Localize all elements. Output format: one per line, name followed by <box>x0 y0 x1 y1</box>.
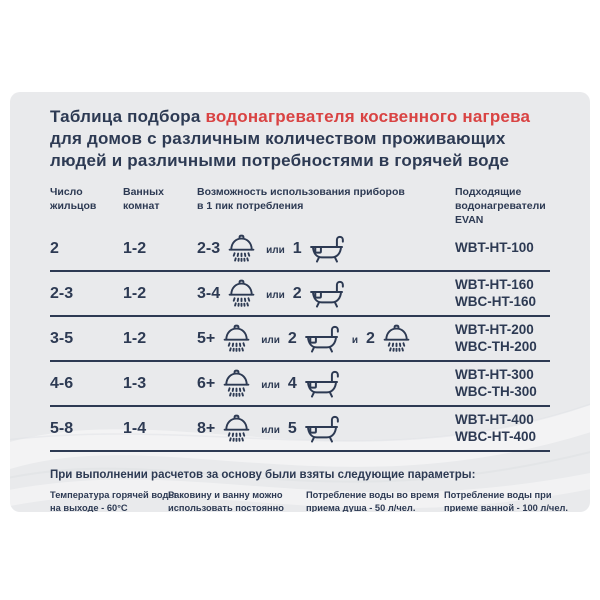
residents-value: 5-8 <box>50 419 74 437</box>
table-row: 2 1-2 2-3 или 1 WBT-HT-100 <box>50 227 550 273</box>
bath-count: 1 <box>292 239 302 257</box>
parameter-item: Потребление воды при приеме ванной - 100… <box>444 489 568 512</box>
bathtub-icon <box>302 413 344 446</box>
or-label: или <box>266 245 285 257</box>
parameter-line: Потребление воды при <box>444 490 552 501</box>
shower-count: 6+ <box>197 374 216 392</box>
residents-value: 2 <box>50 239 59 257</box>
header-line: жильцов <box>50 199 97 212</box>
bathrooms-value: 1-3 <box>123 374 147 392</box>
models: WBT-HT-300 WBC-TH-300 <box>455 367 550 401</box>
header-line: Подходящие <box>455 186 522 199</box>
bathrooms-value: 1-2 <box>123 239 147 257</box>
models: WBT-HT-200 WBC-TH-200 <box>455 322 550 356</box>
model-name: WBC-TH-300 <box>455 383 537 399</box>
model-name: WBT-HT-300 <box>455 366 534 382</box>
title-line3: людей и различными потребностями в горяч… <box>50 150 510 170</box>
header-line: комнат <box>123 199 160 212</box>
peak-usage: 3-4 или 2 <box>197 276 455 311</box>
parameter-line: Потребление воды во время <box>306 490 440 501</box>
model-name: WBT-HT-160 <box>455 276 534 292</box>
title-line2: для домов с различным количеством прожив… <box>50 128 506 148</box>
model-name: WBT-HT-100 <box>455 240 534 256</box>
bathrooms-value: 1-2 <box>123 284 147 302</box>
table-row: 4-6 1-3 6+ или 4 WBT-HT-300 WBC-TH-300 <box>50 362 550 408</box>
peak-usage: 5+ или 2 и 2 <box>197 321 455 356</box>
header-line: водонагреватели <box>455 199 546 212</box>
bath-count: 2 <box>292 284 302 302</box>
bathtub-icon <box>302 368 344 401</box>
parameter-item: Потребление воды во время приема душа - … <box>306 489 442 512</box>
model-name: WBT-HT-400 <box>455 411 534 427</box>
and-label: и <box>351 335 358 347</box>
peak-usage: 8+ или 5 <box>197 411 455 446</box>
shower-icon <box>225 277 258 310</box>
shower-icon <box>225 232 258 265</box>
table-row: 3-5 1-2 5+ или 2 и 2 WBT-HT-200 WBC-TH-2… <box>50 317 550 363</box>
bathtub-icon <box>307 233 349 266</box>
shower-icon <box>220 322 253 355</box>
header-line: Возможность использования приборов <box>197 186 405 199</box>
shower-count: 8+ <box>197 419 216 437</box>
table-row: 2-3 1-2 3-4 или 2 WBT-HT-160 WBC-HT-160 <box>50 272 550 318</box>
bath-count: 4 <box>287 374 297 392</box>
peak-usage: 6+ или 4 <box>197 366 455 401</box>
shower-icon <box>220 412 253 445</box>
peak-usage: 2-3 или 1 <box>197 231 455 266</box>
shower-icon <box>380 322 413 355</box>
parameter-item: Температура горячей воды на выходе - 60°… <box>50 489 177 512</box>
shower-count: 2-3 <box>197 239 221 257</box>
models: WBT-HT-160 WBC-HT-160 <box>455 277 550 311</box>
shower-count: 5+ <box>197 329 216 347</box>
header-line: Число <box>50 186 83 199</box>
shower-count: 3-4 <box>197 284 221 302</box>
model-name: WBC-TH-200 <box>455 338 537 354</box>
table-row: 5-8 1-4 8+ или 5 WBT-HT-400 WBC-HT-400 <box>50 407 550 453</box>
bathrooms-value: 1-4 <box>123 419 147 437</box>
residents-value: 3-5 <box>50 329 74 347</box>
models: WBT-HT-400 WBC-HT-400 <box>455 412 550 446</box>
or-label: или <box>261 380 280 392</box>
bathtub-icon <box>307 278 349 311</box>
parameter-item: Раковину и ванну можно использовать пост… <box>168 489 304 512</box>
models: WBT-HT-100 <box>455 240 550 257</box>
bathtub-icon <box>302 323 344 356</box>
title-text: Таблица подбора <box>50 107 206 126</box>
title-accent: водонагревателя косвенного нагрева <box>205 107 531 126</box>
parameter-line: приеме ванной - 100 л/чел. <box>444 502 568 512</box>
shower-count: 2 <box>365 329 375 347</box>
header-line: EVAN <box>455 213 484 226</box>
parameter-line: Температура горячей воды <box>50 490 177 501</box>
footer-heading: При выполнении расчетов за основу были в… <box>50 469 476 482</box>
or-label: или <box>261 335 280 347</box>
table-header-row: Число жильцов Ванных комнат Возможность … <box>50 186 550 227</box>
model-name: WBC-HT-160 <box>455 293 537 309</box>
header-line: Ванных <box>123 186 164 199</box>
parameter-line: на выходе - 60°С <box>50 502 128 512</box>
parameter-line: Раковину и ванну можно <box>168 490 283 501</box>
footer-parameters: Температура горячей воды на выходе - 60°… <box>50 489 568 512</box>
shower-icon <box>220 367 253 400</box>
page-title: Таблица подбора водонагревателя косвенно… <box>50 106 550 171</box>
or-label: или <box>261 425 280 437</box>
table-header-models: Подходящие водонагреватели EVAN <box>455 186 550 227</box>
table-header-peak-usage: Возможность использования приборов в 1 п… <box>197 186 455 213</box>
or-label: или <box>266 290 285 302</box>
model-name: WBT-HT-200 <box>455 321 534 337</box>
bath-count: 5 <box>287 419 297 437</box>
model-name: WBC-HT-400 <box>455 428 537 444</box>
selection-table-card: Таблица подбора водонагревателя косвенно… <box>10 92 590 512</box>
bath-count: 2 <box>287 329 297 347</box>
table-header-residents: Число жильцов <box>50 186 123 213</box>
bathrooms-value: 1-2 <box>123 329 147 347</box>
parameter-line: приема душа - 50 л/чел. <box>306 502 416 512</box>
parameter-line: использовать постоянно <box>168 502 284 512</box>
header-line: в 1 пик потребления <box>197 199 304 212</box>
residents-value: 2-3 <box>50 284 74 302</box>
residents-value: 4-6 <box>50 374 74 392</box>
table-header-bathrooms: Ванных комнат <box>123 186 197 213</box>
